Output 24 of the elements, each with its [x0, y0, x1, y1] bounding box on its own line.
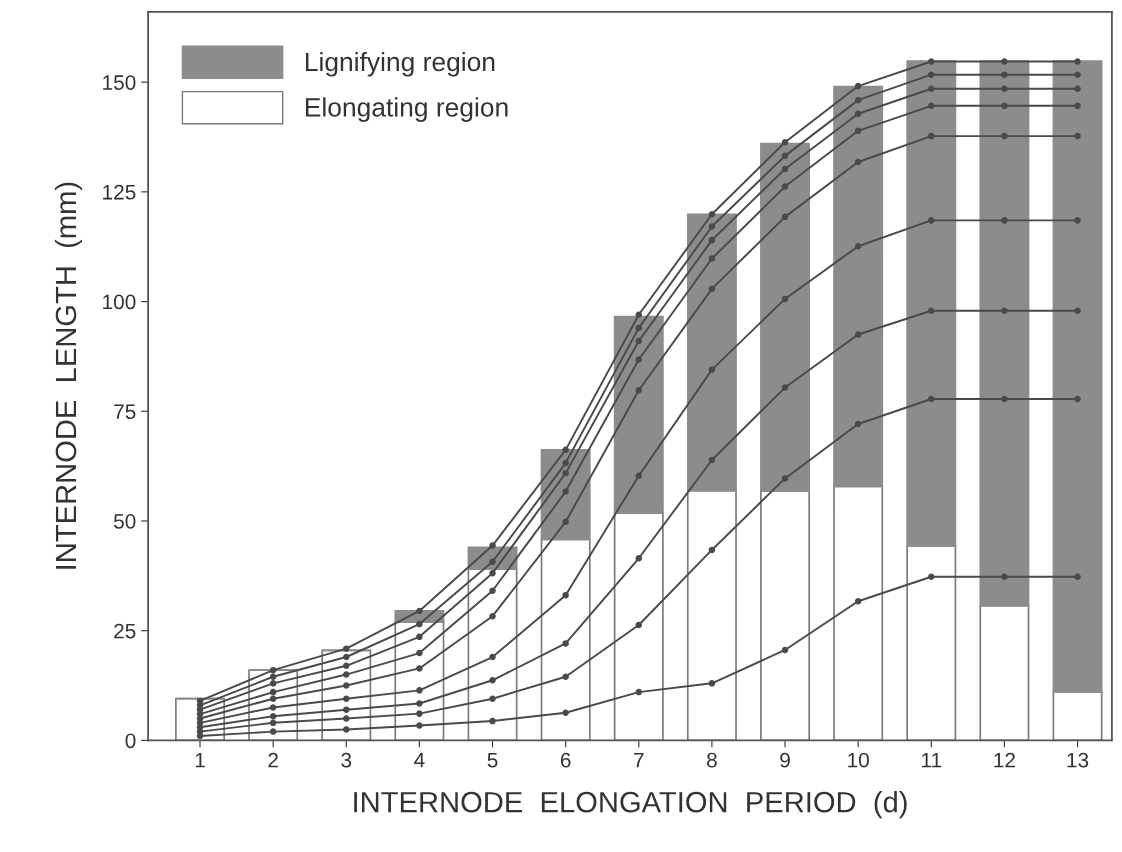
x-tick-label: 9: [780, 752, 790, 768]
x-tick-label: 13: [1067, 752, 1089, 768]
x-tick-label: 12: [994, 752, 1015, 768]
x-tick-label: 8: [707, 752, 717, 768]
y-tick-label: 75: [114, 404, 136, 420]
x-tick-label: 3: [341, 752, 352, 768]
x-axis-title: INTERNODE ELONGATION PERIOD (d): [354, 791, 907, 819]
y-tick-label: 0: [125, 733, 136, 749]
y-tick-label: 50: [113, 513, 136, 529]
legend-label: Elongating region: [305, 97, 508, 122]
x-tick-label: 5: [487, 752, 498, 768]
x-tick-label: 10: [848, 752, 869, 768]
y-tick-label: 150: [103, 75, 136, 90]
x-tick-label: 11: [922, 752, 942, 768]
y-tick-label: 100: [103, 294, 136, 310]
legend-label: Lignifying region: [305, 51, 495, 77]
y-tick-label: 25: [114, 623, 136, 639]
y-tick-label: 125: [103, 184, 136, 200]
x-tick-label: 2: [268, 752, 278, 768]
x-tick-label: 6: [560, 752, 571, 768]
y-axis-title: INTERNODE LENGTH (mm): [54, 182, 83, 569]
x-tick-label: 1: [195, 752, 205, 768]
x-tick-label: 4: [414, 752, 425, 768]
x-tick-label: 7: [634, 752, 644, 768]
